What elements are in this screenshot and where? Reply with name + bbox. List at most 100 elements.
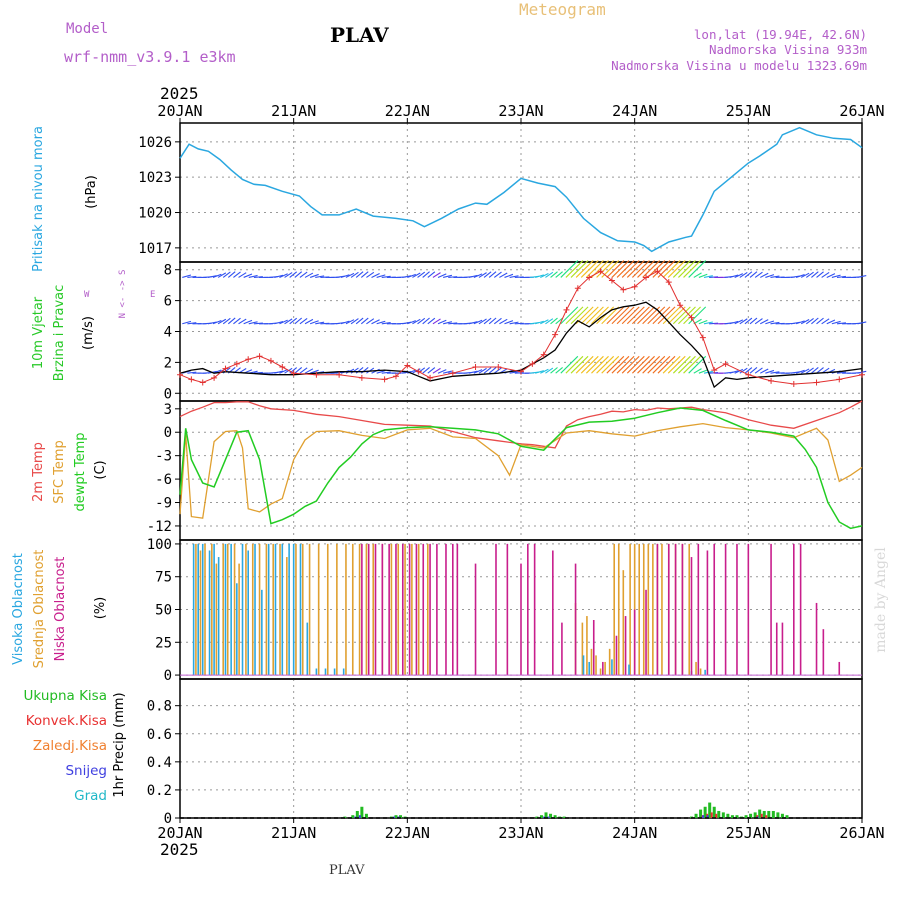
wind-barb xyxy=(642,260,661,278)
y-tick-label: 0.4 xyxy=(147,755,172,771)
wind-gust-point xyxy=(222,365,229,372)
wind-barb xyxy=(483,271,492,278)
precip-total-bar xyxy=(694,813,698,818)
wind-axis-title-2: Brzina i Pravac xyxy=(52,285,67,382)
wind-barb xyxy=(662,306,681,325)
wind-barb xyxy=(734,319,744,325)
wind-barb xyxy=(499,272,508,278)
wind-barb xyxy=(831,320,841,325)
wind-barb xyxy=(509,321,519,325)
wind-barb xyxy=(550,271,558,278)
bottom-year: 2025 xyxy=(160,840,199,859)
wind-barb xyxy=(545,271,554,278)
wind-barb xyxy=(591,306,609,325)
wind-barb xyxy=(473,319,483,325)
wind-barb xyxy=(233,271,241,278)
wind-barb xyxy=(672,355,691,374)
wind-barb xyxy=(360,317,369,325)
wind-barb xyxy=(499,318,508,325)
wind-unit: (m/s) xyxy=(81,316,96,350)
wind-barb xyxy=(816,367,824,374)
wind-gust-point xyxy=(404,362,411,369)
wind-barb xyxy=(637,355,655,374)
precip-total-bar xyxy=(394,815,398,818)
wind-barb xyxy=(611,260,630,278)
precip-total-bar xyxy=(717,810,721,818)
precip-legend-hail: Grad xyxy=(74,788,107,804)
wind-barb xyxy=(770,321,780,325)
precip-total-bar xyxy=(771,810,775,818)
wind-barb xyxy=(407,273,416,278)
wind-barb xyxy=(443,321,453,325)
wind-barb xyxy=(366,271,375,278)
wind-gust-point xyxy=(608,277,615,284)
y-tick-label: 1023 xyxy=(138,170,172,186)
wind-barb xyxy=(468,321,478,325)
wind-barb xyxy=(504,320,514,325)
wind-barb xyxy=(652,260,671,278)
wind-barb xyxy=(795,274,805,278)
wind-barb xyxy=(299,317,308,325)
wind-barb xyxy=(309,320,319,325)
wind-gust-point xyxy=(290,370,297,377)
wind-barb xyxy=(376,274,386,278)
y-tick-label: -6 xyxy=(155,472,172,488)
wind-barb xyxy=(427,271,436,278)
wind-barb xyxy=(616,355,635,374)
y-tick-label: 50 xyxy=(155,603,172,619)
y-tick-label: 0.6 xyxy=(147,727,172,743)
wind-barb xyxy=(289,317,298,325)
wind-barb xyxy=(432,318,441,325)
y-tick-label: 0.2 xyxy=(147,783,172,799)
product-title: Meteogram xyxy=(519,0,606,19)
wind-barb xyxy=(478,318,487,325)
x-tick-label-top: 22JAN xyxy=(385,102,430,120)
wind-barb xyxy=(222,271,231,278)
wind-barb xyxy=(749,271,758,278)
x-tick-label-bottom: 25JAN xyxy=(726,824,771,842)
precip-total-bar xyxy=(776,812,780,818)
wind-barb xyxy=(555,271,563,278)
wind-barb xyxy=(509,275,519,278)
wind-barb xyxy=(550,317,558,325)
wind-gust-point xyxy=(631,283,638,290)
wind-gust-point xyxy=(790,381,797,388)
wind-barb xyxy=(381,322,391,325)
wind-barb xyxy=(749,367,758,374)
panel-cloud xyxy=(175,539,863,680)
wind-barb xyxy=(212,320,222,325)
wind-barb xyxy=(253,322,263,325)
wind-barb xyxy=(688,306,707,325)
pressure-axis-title: Pritisak na nivou mora xyxy=(31,126,46,272)
wind-barb xyxy=(309,369,319,374)
precip-conv-bar xyxy=(760,813,763,818)
precip-total-bar xyxy=(699,809,703,818)
wind-gust-point xyxy=(518,368,524,375)
precip-total-bar xyxy=(744,815,748,818)
wind-barb xyxy=(734,273,744,278)
precip-total-bar xyxy=(758,809,762,818)
wind-barb xyxy=(667,306,686,325)
y-tick-label: 0.8 xyxy=(147,699,172,715)
wind-barb xyxy=(667,260,686,278)
wind-barb xyxy=(632,260,650,278)
wind-barb xyxy=(468,370,478,374)
wind-barb xyxy=(678,306,696,325)
wind-barb xyxy=(243,319,253,325)
wind-barb xyxy=(427,367,436,374)
panel-wind xyxy=(175,261,863,402)
wind-barb xyxy=(340,320,350,325)
precip-axis-title: 1hr Precip (mm) xyxy=(112,692,127,797)
wind-barb xyxy=(274,274,284,278)
wind-barb xyxy=(294,366,303,374)
precip-conv-bar xyxy=(765,815,768,818)
chart-marks: 10171020102310260246830-3-6-9-1210075502… xyxy=(138,102,884,842)
precip-total-bar xyxy=(360,806,364,818)
precip-total-bar xyxy=(535,816,539,818)
wind-barb xyxy=(683,260,701,278)
x-tick-label-top: 25JAN xyxy=(726,102,771,120)
wind-barb xyxy=(182,320,192,325)
y-tick-label: 6 xyxy=(164,294,172,310)
wind-barb xyxy=(621,355,640,374)
